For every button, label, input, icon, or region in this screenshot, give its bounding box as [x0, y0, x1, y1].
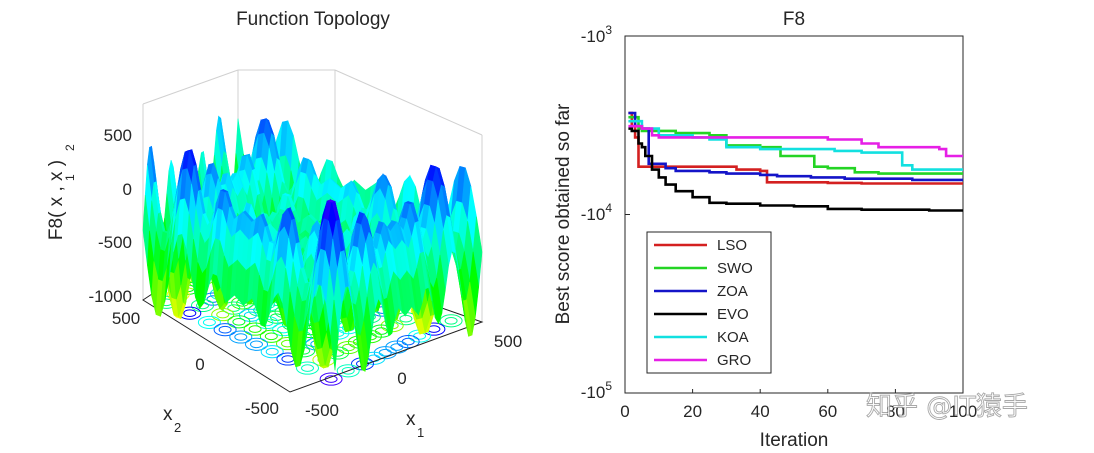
surface-cell — [330, 299, 339, 371]
contour-ring — [245, 337, 268, 351]
contour-ring — [243, 322, 267, 336]
contour-ring — [319, 372, 343, 386]
x-axis-3d: -500 0 500 x 1 — [305, 332, 522, 440]
contour-ring — [341, 367, 355, 375]
y-tick-label: -104 — [581, 201, 613, 224]
x-tick-label: 40 — [751, 402, 770, 421]
contour-ring — [232, 318, 246, 326]
contour-ring — [401, 337, 415, 346]
x-axis-label-sub: 1 — [417, 425, 424, 440]
contour-ring — [227, 315, 251, 329]
x-ticks: 0 20 40 60 80 100 — [620, 35, 977, 421]
legend-label-koa: KOA — [717, 329, 749, 346]
x-tick-label: 0 — [397, 369, 406, 388]
contour-ring — [216, 310, 230, 319]
y-tick-label: 0 — [195, 355, 204, 374]
surface-title: Function Topology — [236, 9, 390, 30]
y-axis-label: Best score obtained so far — [553, 103, 574, 324]
contour-ring — [439, 314, 463, 328]
series-line-gro — [628, 124, 963, 158]
surface-box — [142, 69, 483, 322]
legend-box — [646, 231, 772, 374]
x-tick-label: 20 — [683, 402, 702, 421]
y-tick-label: -105 — [581, 379, 613, 402]
contour-ring — [234, 333, 248, 341]
box-edge-top-right — [334, 69, 483, 136]
box-edge-top-left — [142, 69, 239, 105]
series-lines — [628, 111, 963, 212]
z-tick-label: 500 — [104, 126, 132, 145]
contour-ring — [374, 327, 388, 335]
contour-ring — [250, 340, 263, 349]
x-tick-label: -500 — [305, 401, 339, 420]
contour-ring — [227, 304, 241, 312]
legend-label-evo: EVO — [717, 306, 749, 323]
contour-ring — [296, 361, 319, 375]
x-tick-label: 100 — [949, 402, 977, 421]
y-tick-label: 500 — [112, 309, 140, 328]
contour-ring — [367, 354, 381, 363]
contour-ring — [211, 308, 235, 322]
x-tick-label: 500 — [494, 332, 522, 351]
z-axis-label-sub1: 1 — [63, 174, 77, 181]
y-axis-label-sub: 2 — [174, 420, 181, 435]
contour-ring — [229, 330, 253, 344]
convergence-title: F8 — [783, 9, 805, 30]
x-axis-label: x — [406, 409, 416, 430]
legend-label-zoa: ZOA — [717, 283, 748, 300]
legend-label-lso: LSO — [717, 237, 747, 254]
contour-ring — [248, 325, 262, 333]
x-axis-label: Iteration — [760, 430, 829, 451]
z-axis-label-sub2: 2 — [63, 144, 77, 151]
legend-label-swo: SWO — [717, 260, 753, 277]
y-axis: -103 -104 -105 Best score obtained so fa… — [553, 23, 612, 402]
contour-ring — [390, 343, 404, 351]
y-tick-label: -103 — [581, 23, 613, 46]
contour-ring — [281, 355, 295, 363]
contour-ring — [264, 332, 278, 341]
contour-ring — [213, 323, 237, 337]
contour-ring — [259, 329, 283, 343]
legend: LSO SWO ZOA EVO KOA GRO — [646, 231, 772, 374]
contour-ring — [342, 343, 355, 352]
y-tick-label: -500 — [245, 399, 279, 418]
legend-label-gro: GRO — [717, 352, 751, 369]
z-tick-label: -500 — [98, 233, 132, 252]
z-axis: 500 0 -500 -1000 F8( x , x ) 1 2 — [46, 126, 132, 306]
contour-ring — [197, 315, 221, 329]
x-tick-label: 60 — [818, 402, 837, 421]
contour-ring — [378, 348, 392, 357]
surface-mesh — [142, 115, 483, 372]
series-line-koa — [628, 119, 963, 171]
surface-plot: Function Topology 500 0 -500 -1000 F8( x… — [46, 9, 522, 440]
legend-items: LSO SWO ZOA EVO KOA GRO — [654, 237, 753, 369]
contour-ring — [260, 345, 284, 359]
z-axis-label: F8( x , x ) — [46, 160, 67, 240]
y-axis-label: x — [163, 404, 173, 425]
contour-ring — [399, 314, 413, 323]
series-line-lso — [628, 111, 963, 185]
contour-ring — [301, 364, 314, 372]
watermark: 知乎 @IT猿手 — [866, 392, 1028, 422]
series-line-evo — [628, 127, 963, 212]
x-tick-label: 80 — [886, 402, 905, 421]
contour-ring — [243, 311, 257, 320]
x-tick-label: 0 — [620, 402, 629, 421]
contour-ring — [202, 318, 216, 327]
contour-ring — [183, 309, 197, 318]
contour-ring — [218, 325, 232, 334]
z-tick-label: -1000 — [89, 287, 132, 306]
convergence-plot: F8 0 20 40 60 80 100 -103 -104 -105 Best scor… — [553, 9, 977, 451]
contour-ring — [265, 347, 279, 356]
contour-ring — [336, 364, 360, 378]
z-tick-label: 0 — [123, 180, 132, 199]
y-axis-3d: 500 0 -500 x 2 — [112, 309, 279, 435]
contour-ring — [444, 317, 458, 325]
